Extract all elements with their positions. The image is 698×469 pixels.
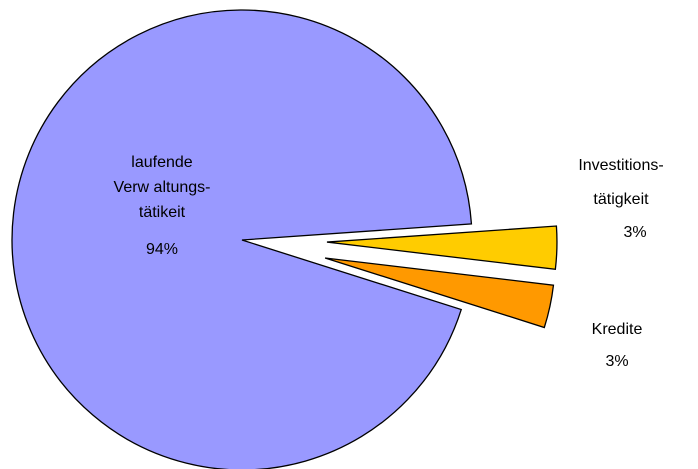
slice-label: tätigkeit: [593, 191, 649, 208]
slice-label: laufende: [131, 154, 192, 171]
slice-label: Kredite: [592, 321, 643, 338]
slice-label: Verw altungs-: [114, 179, 211, 196]
slice-label: Investitions-: [578, 157, 663, 174]
pie-slice: [326, 225, 558, 271]
slice-value-label: 3%: [605, 353, 628, 370]
slice-value-label: 94%: [146, 241, 178, 258]
pie-slice: [324, 257, 555, 329]
slice-label: tätikeit: [139, 204, 186, 221]
pie-slice: [11, 9, 473, 469]
slice-value-label: 3%: [623, 224, 646, 241]
